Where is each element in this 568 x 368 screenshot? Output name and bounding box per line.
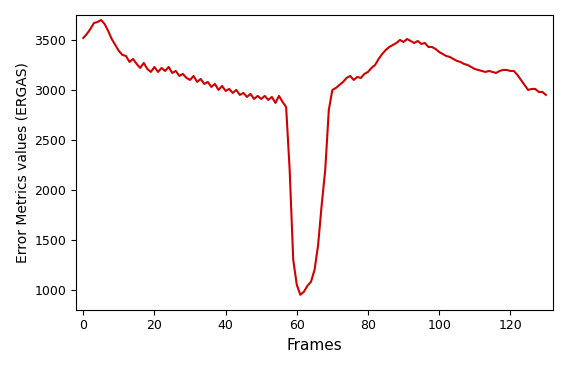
Y-axis label: Error Metrics values (ERGAS): Error Metrics values (ERGAS) bbox=[15, 62, 29, 263]
X-axis label: Frames: Frames bbox=[287, 338, 343, 353]
